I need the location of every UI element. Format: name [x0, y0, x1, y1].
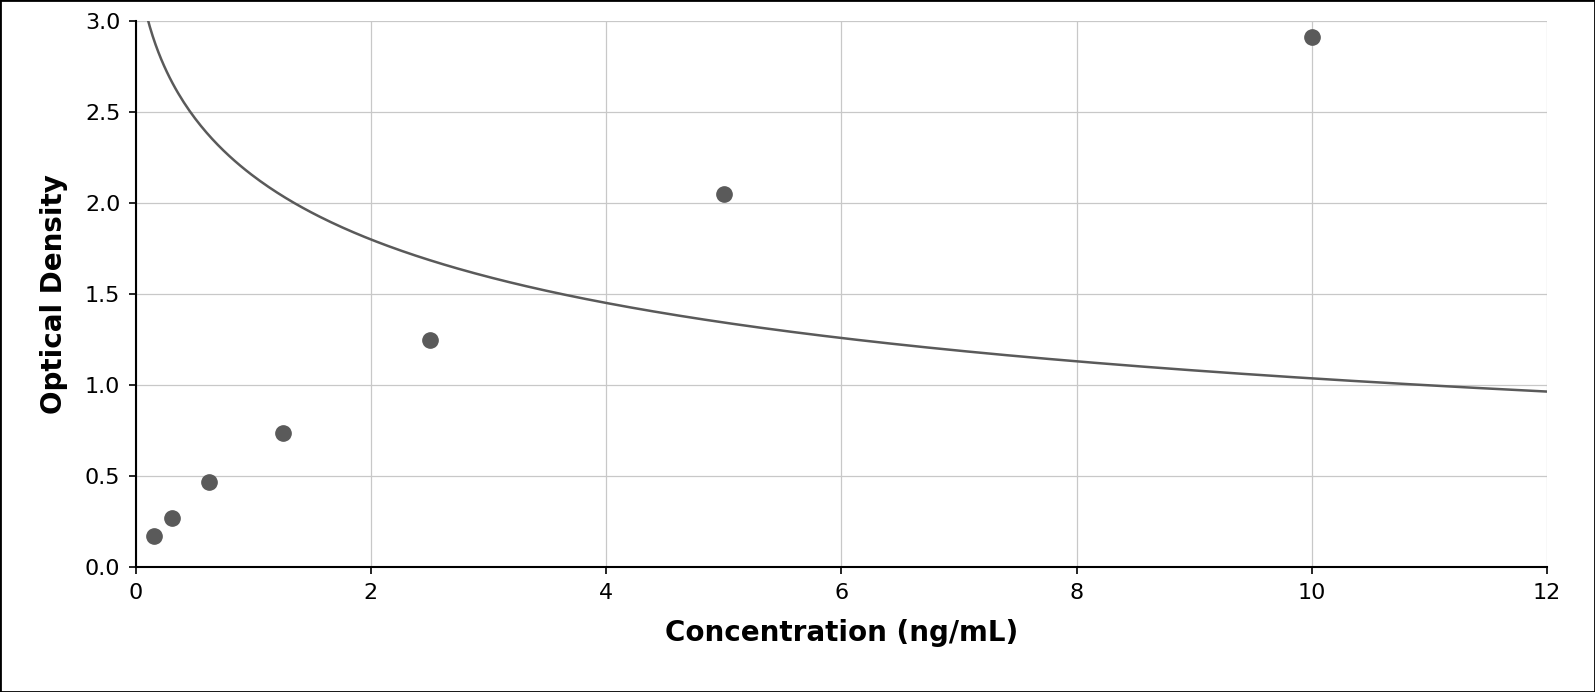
X-axis label: Concentration (ng/mL): Concentration (ng/mL): [665, 619, 1018, 648]
Point: [196, 476, 222, 487]
Point: [142, 530, 167, 541]
Point: [1298, 32, 1324, 43]
Point: [160, 513, 185, 524]
Y-axis label: Optical Density: Optical Density: [40, 174, 69, 414]
Point: [711, 188, 737, 199]
Point: [416, 334, 442, 345]
Point: [270, 427, 295, 438]
